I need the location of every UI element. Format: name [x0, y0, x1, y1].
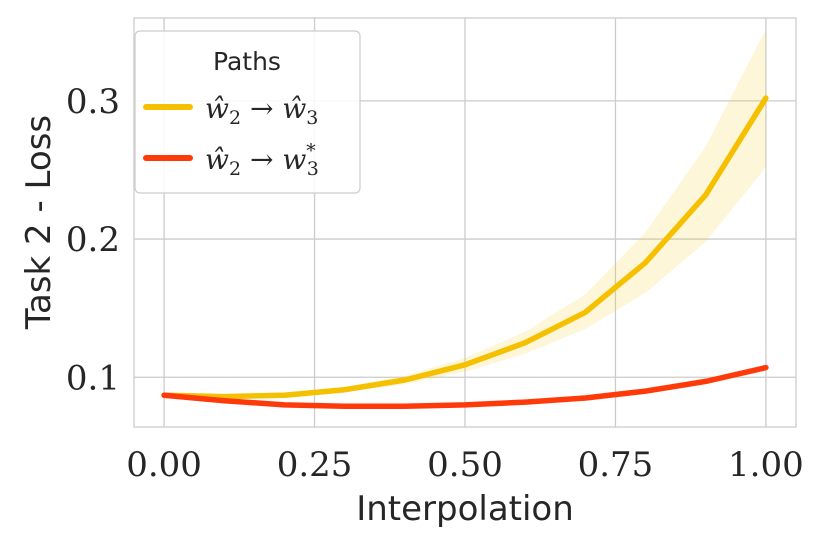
y-tick-label-1: 0.2 [66, 220, 120, 260]
tick-labels: 0.00 0.25 0.50 0.75 1.00 0.1 0.2 0.3 [66, 82, 804, 485]
x-tick-label-3: 0.75 [578, 445, 654, 485]
confidence-bands [164, 29, 766, 407]
legend-box [134, 30, 361, 194]
legend: Paths ŵ2 → ŵ3 ŵ2 → w* 3 [134, 30, 361, 194]
legend-title: Paths [213, 47, 281, 76]
plot-frame [133, 17, 797, 428]
series-line-1 [161, 364, 769, 410]
x-tick-label-1: 0.25 [277, 445, 353, 485]
legend-label-1: ŵ2 → w* 3 [205, 140, 319, 180]
x-tick-label-0: 0.00 [126, 445, 202, 485]
legend-label-0: ŵ2 → ŵ3 [205, 92, 318, 129]
y-tick-label-2: 0.3 [66, 82, 120, 122]
x-tick-label-4: 1.00 [728, 445, 804, 485]
x-tick-label-2: 0.50 [427, 445, 503, 485]
series-band-0 [164, 29, 766, 397]
series-lines [161, 95, 769, 410]
y-axis-label: Task 2 - Loss [19, 115, 59, 330]
x-axis-label: Interpolation [356, 489, 574, 529]
series-line-0 [161, 95, 769, 400]
y-tick-label-0: 0.1 [66, 358, 120, 398]
